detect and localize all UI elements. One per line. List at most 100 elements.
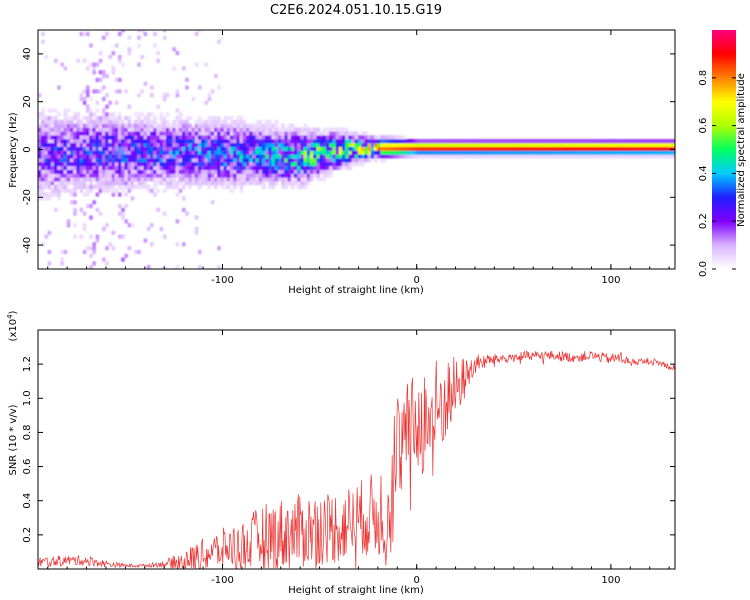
spectrogram-cell <box>662 139 666 144</box>
spectrogram-cell <box>153 154 157 159</box>
spectrogram-cell <box>460 154 464 159</box>
spectrogram-cell <box>82 89 87 94</box>
spectrogram-cell <box>316 177 320 182</box>
spectrogram-cell <box>150 173 154 178</box>
spectrogram-cell <box>249 123 253 128</box>
spectrogram-cell <box>50 181 55 186</box>
spectrogram-cell <box>130 127 135 132</box>
spectrogram-cell <box>406 146 410 151</box>
spectrogram-cell <box>82 31 87 37</box>
spectrogram-cell <box>38 184 42 190</box>
spectrogram-cell <box>108 119 112 125</box>
spectrogram-cell <box>332 165 336 170</box>
spectrogram-cell <box>76 135 80 140</box>
spectrogram-cell <box>175 139 180 144</box>
spectrogram-cell <box>105 150 109 155</box>
spectrogram-cell <box>361 150 365 155</box>
spectrogram-cell <box>361 146 365 151</box>
spectrogram-cell <box>111 131 116 136</box>
spectrogram-cell <box>374 150 378 155</box>
spectrogram-cell <box>118 184 122 190</box>
spectrogram-cell <box>98 211 103 216</box>
spectrogram-cell <box>38 177 42 182</box>
spectrogram-cell <box>60 188 64 193</box>
spectrogram-cell <box>204 135 208 140</box>
spectrogram-cell <box>140 150 144 155</box>
spectrogram-cell <box>44 54 48 60</box>
spectrogram-cell <box>162 116 167 121</box>
spectrogram-cell <box>591 139 596 144</box>
spectrogram-cell <box>41 108 45 113</box>
spectrogram-cell <box>207 177 212 182</box>
spectrogram-cell <box>428 150 432 155</box>
spectrogram-cell <box>166 119 170 125</box>
spectrogram-cell <box>102 181 106 186</box>
spectrogram-cell <box>313 146 317 151</box>
spectrogram-cell <box>92 161 96 167</box>
spectrogram-cell <box>198 154 202 159</box>
spectrogram-cell <box>162 119 167 125</box>
spectrogram-cell <box>322 135 327 140</box>
spectrogram-cell <box>438 139 442 144</box>
spectrogram-cell <box>82 100 87 105</box>
spectrogram-cell <box>226 150 231 155</box>
spectrogram-cell <box>76 165 80 170</box>
spectrogram-cell <box>86 158 90 163</box>
spectrogram-cell <box>418 146 423 151</box>
spectrogram-cell <box>338 127 343 132</box>
spectrogram-cell <box>198 165 202 170</box>
spectrogram-cell <box>191 158 196 163</box>
spectrogram-cell <box>118 54 122 60</box>
spectrogram-cell <box>556 139 560 144</box>
spectrogram-cell <box>402 146 407 151</box>
spectrogram-cell <box>646 154 650 159</box>
spectrogram-cell <box>47 161 52 167</box>
spectrogram-cell <box>601 150 605 155</box>
spectrogram-cell <box>306 165 311 170</box>
spectrogram-cell <box>601 146 605 151</box>
spectrogram-cell <box>649 154 653 159</box>
spectrogram-cell <box>271 142 276 147</box>
spectrogram-cell <box>54 177 58 182</box>
spectrogram-cell <box>508 146 512 151</box>
spectrogram-cell <box>73 169 77 174</box>
spectrogram-cell <box>502 142 506 147</box>
spectrogram-cell <box>319 154 324 159</box>
spectrogram-cell <box>473 154 477 159</box>
spectrogram-cell <box>63 123 68 128</box>
spectrogram-cell <box>134 146 138 151</box>
spectrogram-cell <box>268 161 272 167</box>
spectrogram-cell <box>201 165 205 170</box>
spectrogram-cell <box>146 188 151 193</box>
spectrogram-cell <box>134 112 138 117</box>
spectrogram-cell <box>236 146 240 151</box>
spectrogram-cell <box>185 135 189 140</box>
spectrogram-cell <box>230 150 234 155</box>
spectrogram-cell <box>175 127 180 132</box>
spectrogram-cell <box>444 142 448 147</box>
spectrogram-cell <box>348 154 352 159</box>
spectrogram-cell <box>271 123 276 128</box>
spectrogram-cell <box>60 119 64 125</box>
spectrogram-cell <box>246 142 250 147</box>
spectrogram-cell <box>169 142 173 147</box>
spectrogram-cell <box>230 165 234 170</box>
spectrogram-cell <box>63 66 68 71</box>
spectrogram-cell <box>345 150 349 155</box>
spectrogram-cell <box>313 158 317 163</box>
spectrogram-cell <box>239 161 244 167</box>
spectrogram-cell <box>223 150 228 155</box>
spectrogram-cell <box>47 135 52 140</box>
spectrogram-cell <box>38 158 42 163</box>
spectrogram-cell <box>585 139 589 144</box>
snr-x-tick-label: 100 <box>601 575 620 586</box>
spectrogram-cell <box>358 150 362 155</box>
spectrogram-cell <box>329 154 333 159</box>
spectrogram-cell <box>73 211 77 216</box>
spectrogram-cell <box>63 135 68 140</box>
spectrogram-cell <box>191 131 196 136</box>
spectrogram-cell <box>668 154 672 159</box>
spectrogram-cell <box>668 139 672 144</box>
spectrogram-cell <box>342 135 346 140</box>
spectrogram-cell <box>127 223 132 228</box>
